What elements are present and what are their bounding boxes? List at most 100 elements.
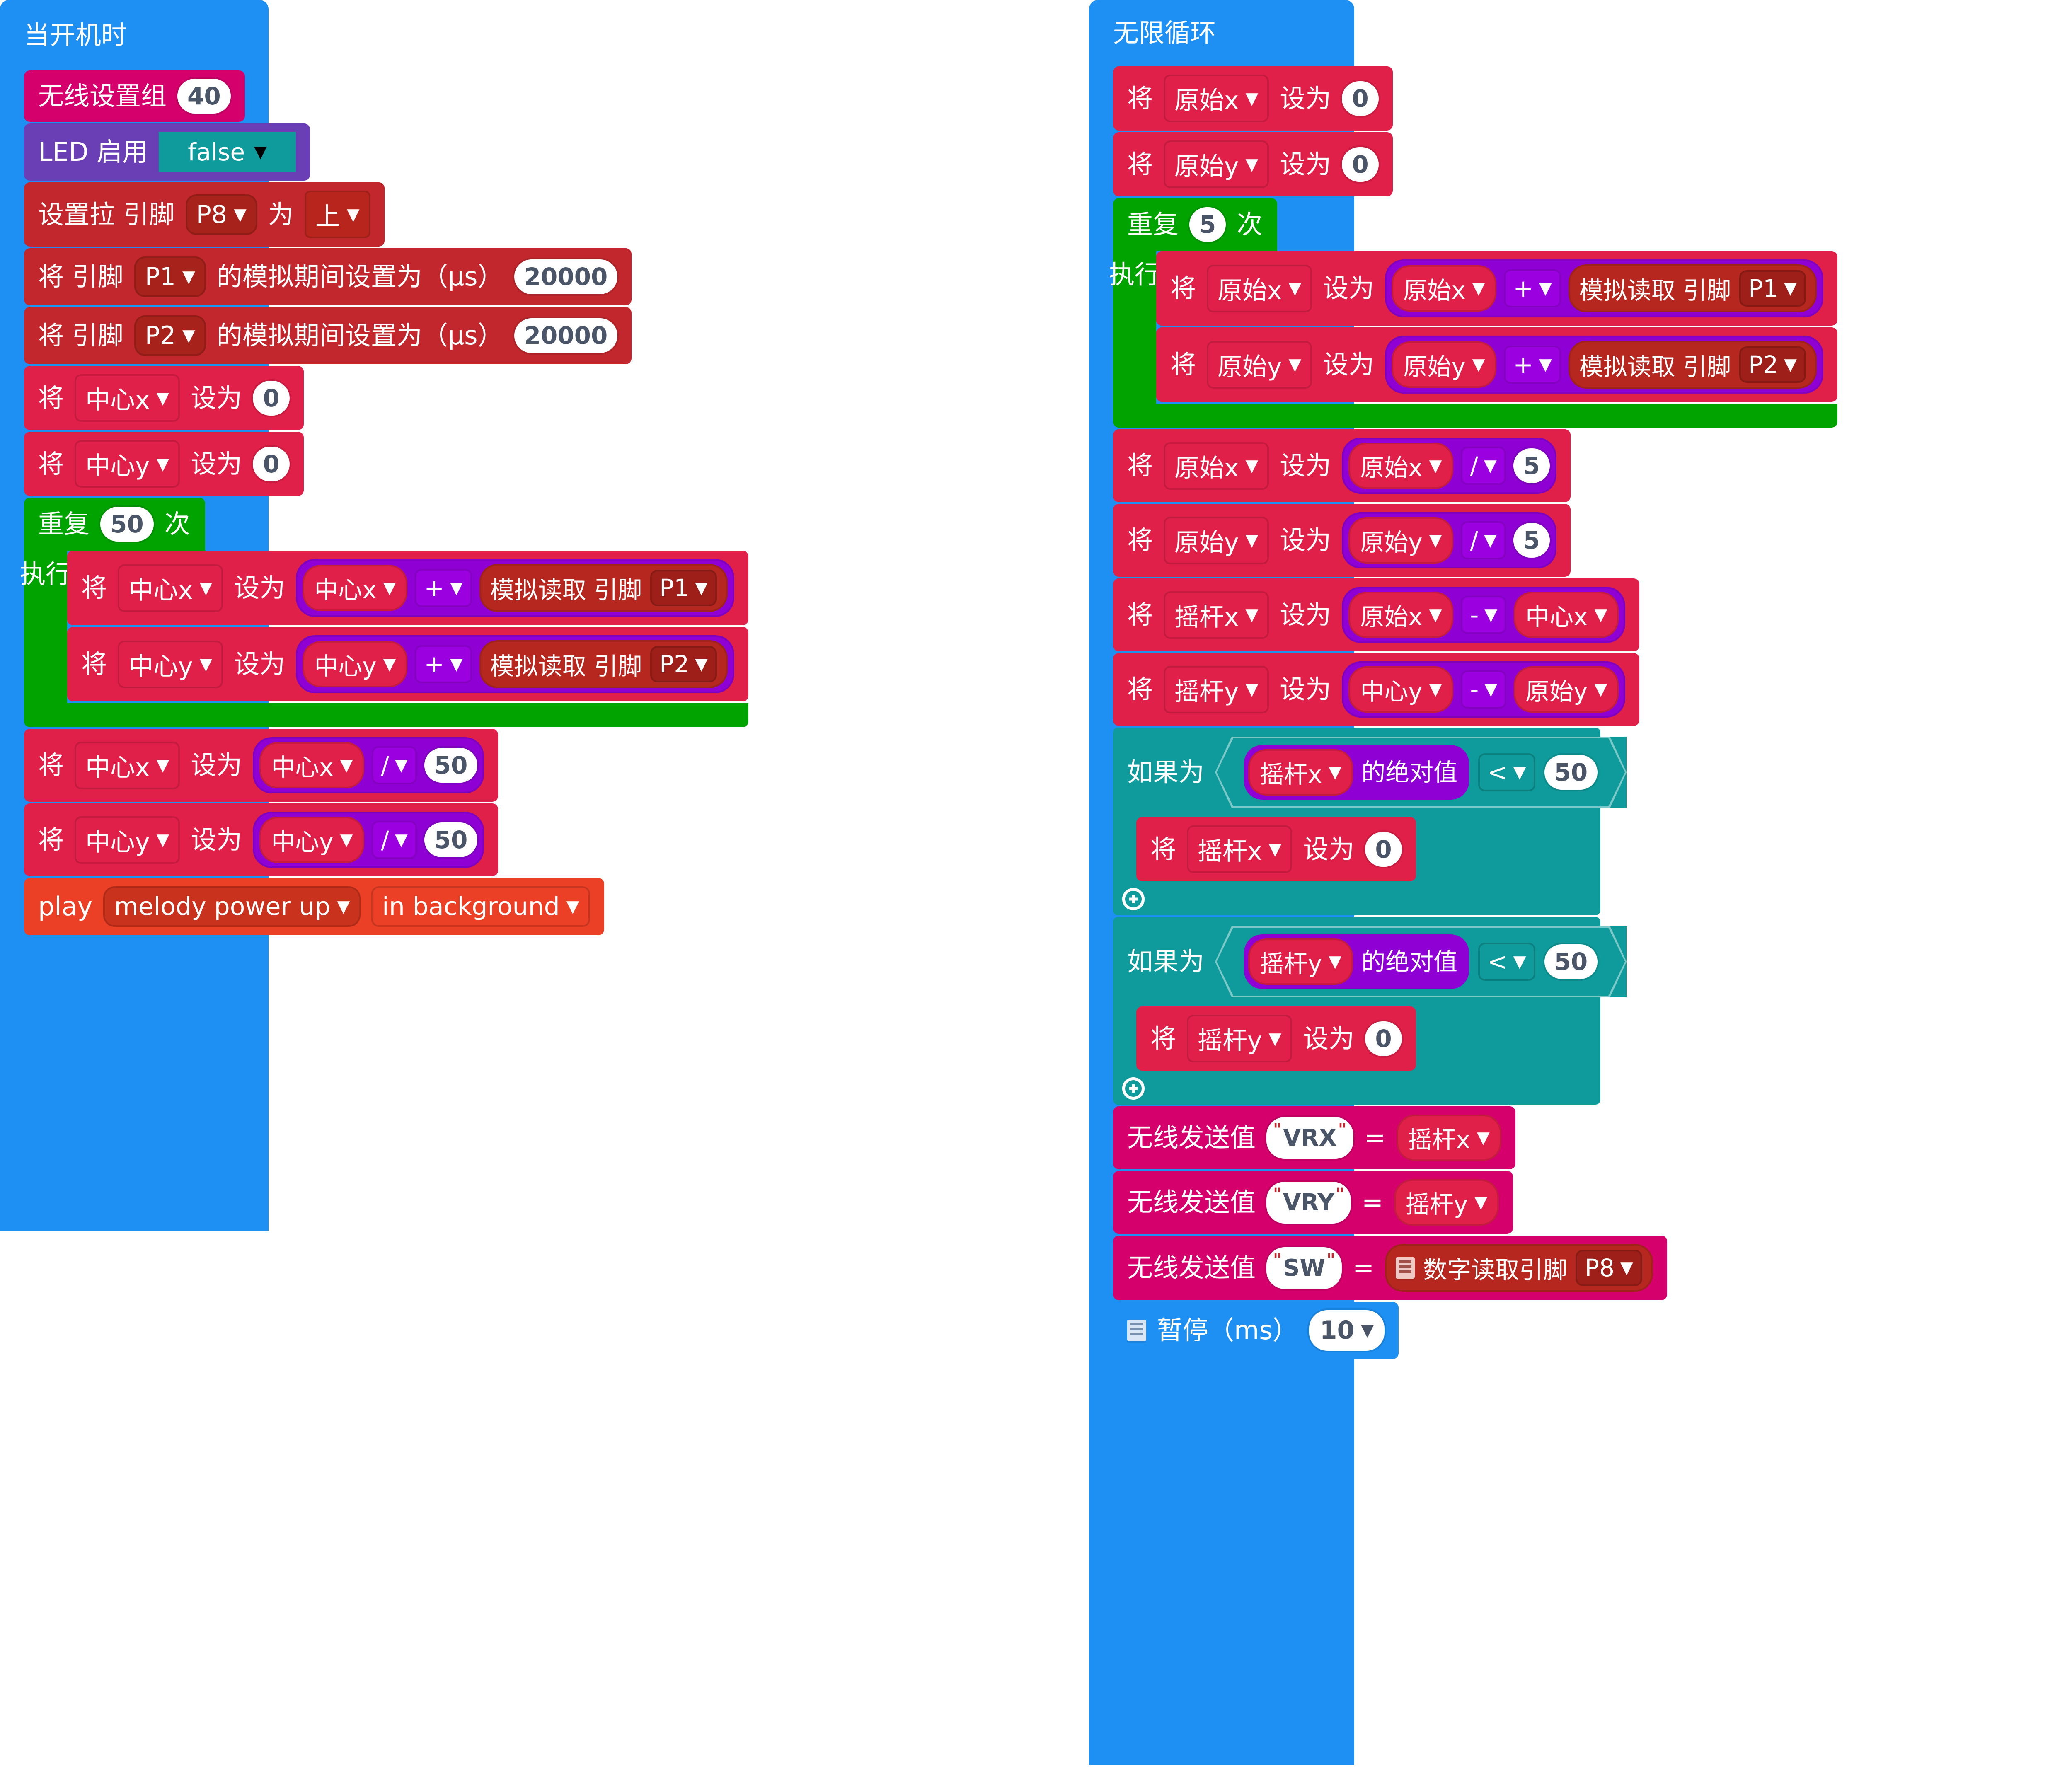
variable-dropdown-centery[interactable]: 中心y ▼ [118,640,223,688]
operand-variable-centery[interactable]: 中心y ▼ [259,817,365,863]
led-enable-block[interactable]: LED 启用 false ▼ [24,123,310,181]
value-input[interactable]: 0 [1365,832,1402,867]
analog-read-pin-reporter[interactable]: 模拟读取 引脚 P1 ▼ [1568,264,1817,312]
division-operator-block[interactable]: 中心y ▼ / ▼ 50 [253,812,484,868]
led-enable-boolean-dropdown[interactable]: false ▼ [159,132,296,172]
radio-send-vry-block[interactable]: 无线发送值 " VRY " = 摇杆y ▼ [1113,1171,1513,1234]
operator-dropdown[interactable]: - ▼ [1461,670,1507,709]
repeat-header[interactable]: 重复 50 次 [24,498,205,551]
average-centerx-block[interactable]: 将 中心x ▼ 设为 中心x ▼ / [24,729,499,802]
variable-dropdown-rawy[interactable]: 原始y ▼ [1164,140,1269,188]
subtraction-operator-block[interactable]: 中心y ▼ - ▼ 原始y ▼ [1342,661,1626,718]
repeat-header[interactable]: 重复 5 次 [1113,198,1278,251]
operand-b-input[interactable]: 50 [424,822,478,857]
operator-dropdown[interactable]: + ▼ [415,645,472,683]
radio-value-variable-joystickx[interactable]: 摇杆x ▼ [1396,1115,1501,1161]
digital-read-pin-reporter[interactable]: 数字读取引脚 P8 ▼ [1385,1244,1653,1292]
on-start-hat-block[interactable]: 当开机时 [0,0,269,70]
variable-dropdown-rawy[interactable]: 原始y ▼ [1207,341,1312,389]
operand-variable-joysticky[interactable]: 摇杆y ▼ [1248,938,1353,985]
operator-dropdown[interactable]: - ▼ [1461,596,1507,634]
pause-block[interactable]: 暂停（ms） 10 ▼ [1113,1302,1399,1359]
accumulate-centery-block[interactable]: 将 中心y ▼ 设为 中心y ▼ [67,627,748,701]
analog-period-p1-block[interactable]: 将 引脚 P1 ▼ 的模拟期间设置为（μs） 20000 [24,248,632,305]
radio-group-input[interactable]: 40 [177,79,231,114]
operator-dropdown[interactable]: + ▼ [1504,269,1561,307]
if-header[interactable]: 如果为 摇杆x ▼ 的绝对值 < [1113,728,1663,817]
reset-rawx-block[interactable]: 将 原始x ▼ 设为 0 [1113,66,1393,131]
operand-variable-rawy[interactable]: 原始y ▼ [1392,341,1497,388]
operator-dropdown[interactable]: / ▼ [372,746,417,784]
zero-joystickx-block[interactable]: 将 摇杆x ▼ 设为 0 [1136,817,1416,881]
melody-dropdown[interactable]: melody power up ▼ [103,886,361,927]
radio-value-variable-joysticky[interactable]: 摇杆y ▼ [1394,1179,1499,1226]
operator-dropdown[interactable]: + ▼ [415,569,472,607]
threshold-input[interactable]: 50 [1544,755,1598,790]
analog-period-p1-pin-dropdown[interactable]: P1 ▼ [134,256,206,297]
variable-dropdown-rawx[interactable]: 原始x ▼ [1207,264,1312,312]
analog-period-p1-input[interactable]: 20000 [514,259,618,294]
variable-dropdown-centery[interactable]: 中心y ▼ [75,816,180,864]
analog-read-pin-reporter[interactable]: 模拟读取 引脚 P2 ▼ [479,640,728,688]
variable-dropdown-centerx[interactable]: 中心x ▼ [118,564,223,612]
variable-dropdown-centerx[interactable]: 中心x ▼ [75,374,180,422]
variable-dropdown-rawx[interactable]: 原始x ▼ [1164,442,1269,490]
operator-dropdown[interactable]: / ▼ [1461,521,1506,559]
variable-dropdown-rawy[interactable]: 原始y ▼ [1164,516,1269,564]
operand-variable-rawx[interactable]: 原始x ▼ [1348,443,1454,489]
analog-read-pin-dropdown[interactable]: P2 ▼ [650,646,717,682]
radio-key-input-vry[interactable]: " VRY " [1266,1181,1351,1224]
radio-set-group-block[interactable]: 无线设置组 40 [24,70,245,122]
analog-read-pin-dropdown[interactable]: P1 ▼ [650,570,717,606]
compute-joysticky-block[interactable]: 将 摇杆y ▼ 设为 中心y ▼ - [1113,653,1640,726]
value-input[interactable]: 0 [1342,147,1379,182]
operand-variable-rawy[interactable]: 原始y ▼ [1348,517,1454,564]
addition-operator-block[interactable]: 原始y ▼ + ▼ 模拟读取 引脚 [1385,336,1823,394]
value-input[interactable]: 0 [1342,81,1379,116]
add-else-icon[interactable] [1122,888,1145,910]
operand-b-input[interactable]: 50 [424,748,478,783]
value-input[interactable]: 0 [253,446,290,481]
operator-dropdown[interactable]: / ▼ [1461,447,1506,485]
operand-variable-rawx[interactable]: 原始x ▼ [1348,592,1454,638]
accumulate-rawx-block[interactable]: 将 原始x ▼ 设为 原始x ▼ [1156,251,1837,326]
play-melody-block[interactable]: play melody power up ▼ in background ▼ [24,878,604,935]
accumulate-centerx-block[interactable]: 将 中心x ▼ 设为 中心x ▼ [67,551,748,625]
digital-read-pin-dropdown[interactable]: P8 ▼ [1576,1250,1642,1286]
division-operator-block[interactable]: 中心x ▼ / ▼ 50 [253,737,484,793]
comparison-boolean-block[interactable]: 摇杆y ▼ 的绝对值 < ▼ 50 [1215,926,1627,997]
operand-variable-rawx[interactable]: 原始x ▼ [1392,265,1497,312]
division-operator-block[interactable]: 原始y ▼ / ▼ 5 [1342,512,1557,568]
analog-period-p2-pin-dropdown[interactable]: P2 ▼ [134,315,206,356]
forever-hat-block[interactable]: 无限循环 [1089,0,1354,66]
pause-duration-dropdown[interactable]: 10 ▼ [1309,1310,1385,1351]
analog-period-p2-block[interactable]: 将 引脚 P2 ▼ 的模拟期间设置为（μs） 20000 [24,307,632,364]
variable-dropdown-centery[interactable]: 中心y ▼ [75,440,180,488]
variable-dropdown-rawx[interactable]: 原始x ▼ [1164,75,1269,122]
reset-rawy-block[interactable]: 将 原始y ▼ 设为 0 [1113,132,1393,196]
repeat-50-loop-block[interactable]: 重复 50 次 执行 将 [20,498,748,727]
radio-key-input-vrx[interactable]: " VRX " [1266,1117,1353,1159]
operand-variable-centerx[interactable]: 中心x ▼ [1514,592,1619,638]
operand-variable-centery[interactable]: 中心y ▼ [1348,666,1454,713]
set-pull-mode-dropdown[interactable]: 上 ▼ [304,191,370,238]
set-pull-pin-block[interactable]: 设置拉 引脚 P8 ▼ 为 上 ▼ [24,182,385,247]
variable-dropdown-joystickx[interactable]: 摇杆x ▼ [1187,825,1293,873]
operand-variable-centerx[interactable]: 中心x ▼ [303,565,408,611]
radio-send-sw-block[interactable]: 无线发送值 " SW " = 数字读取引脚 P8 ▼ [1113,1236,1667,1300]
set-pull-pin-dropdown[interactable]: P8 ▼ [185,194,257,235]
addition-operator-block[interactable]: 原始x ▼ + ▼ 模拟读取 引脚 [1385,259,1823,317]
operand-variable-centerx[interactable]: 中心x ▼ [259,742,365,788]
analog-read-pin-reporter[interactable]: 模拟读取 引脚 P2 ▼ [1568,341,1817,389]
subtraction-operator-block[interactable]: 原始x ▼ - ▼ 中心x ▼ [1342,587,1626,643]
comparison-operator-dropdown[interactable]: < ▼ [1478,943,1535,981]
comparison-operator-dropdown[interactable]: < ▼ [1478,753,1535,791]
repeat-count-input[interactable]: 5 [1189,207,1226,242]
set-centerx-zero-block[interactable]: 将 中心x ▼ 设为 0 [24,366,304,430]
compute-joystickx-block[interactable]: 将 摇杆x ▼ 设为 原始x ▼ - [1113,578,1640,651]
analog-read-pin-dropdown[interactable]: P1 ▼ [1739,270,1806,307]
operand-b-input[interactable]: 5 [1513,523,1550,558]
absolute-value-operator[interactable]: 摇杆y ▼ 的绝对值 [1244,934,1469,989]
script-forever[interactable]: 无限循环 将 原始x ▼ 设为 0 [1089,0,1837,1765]
